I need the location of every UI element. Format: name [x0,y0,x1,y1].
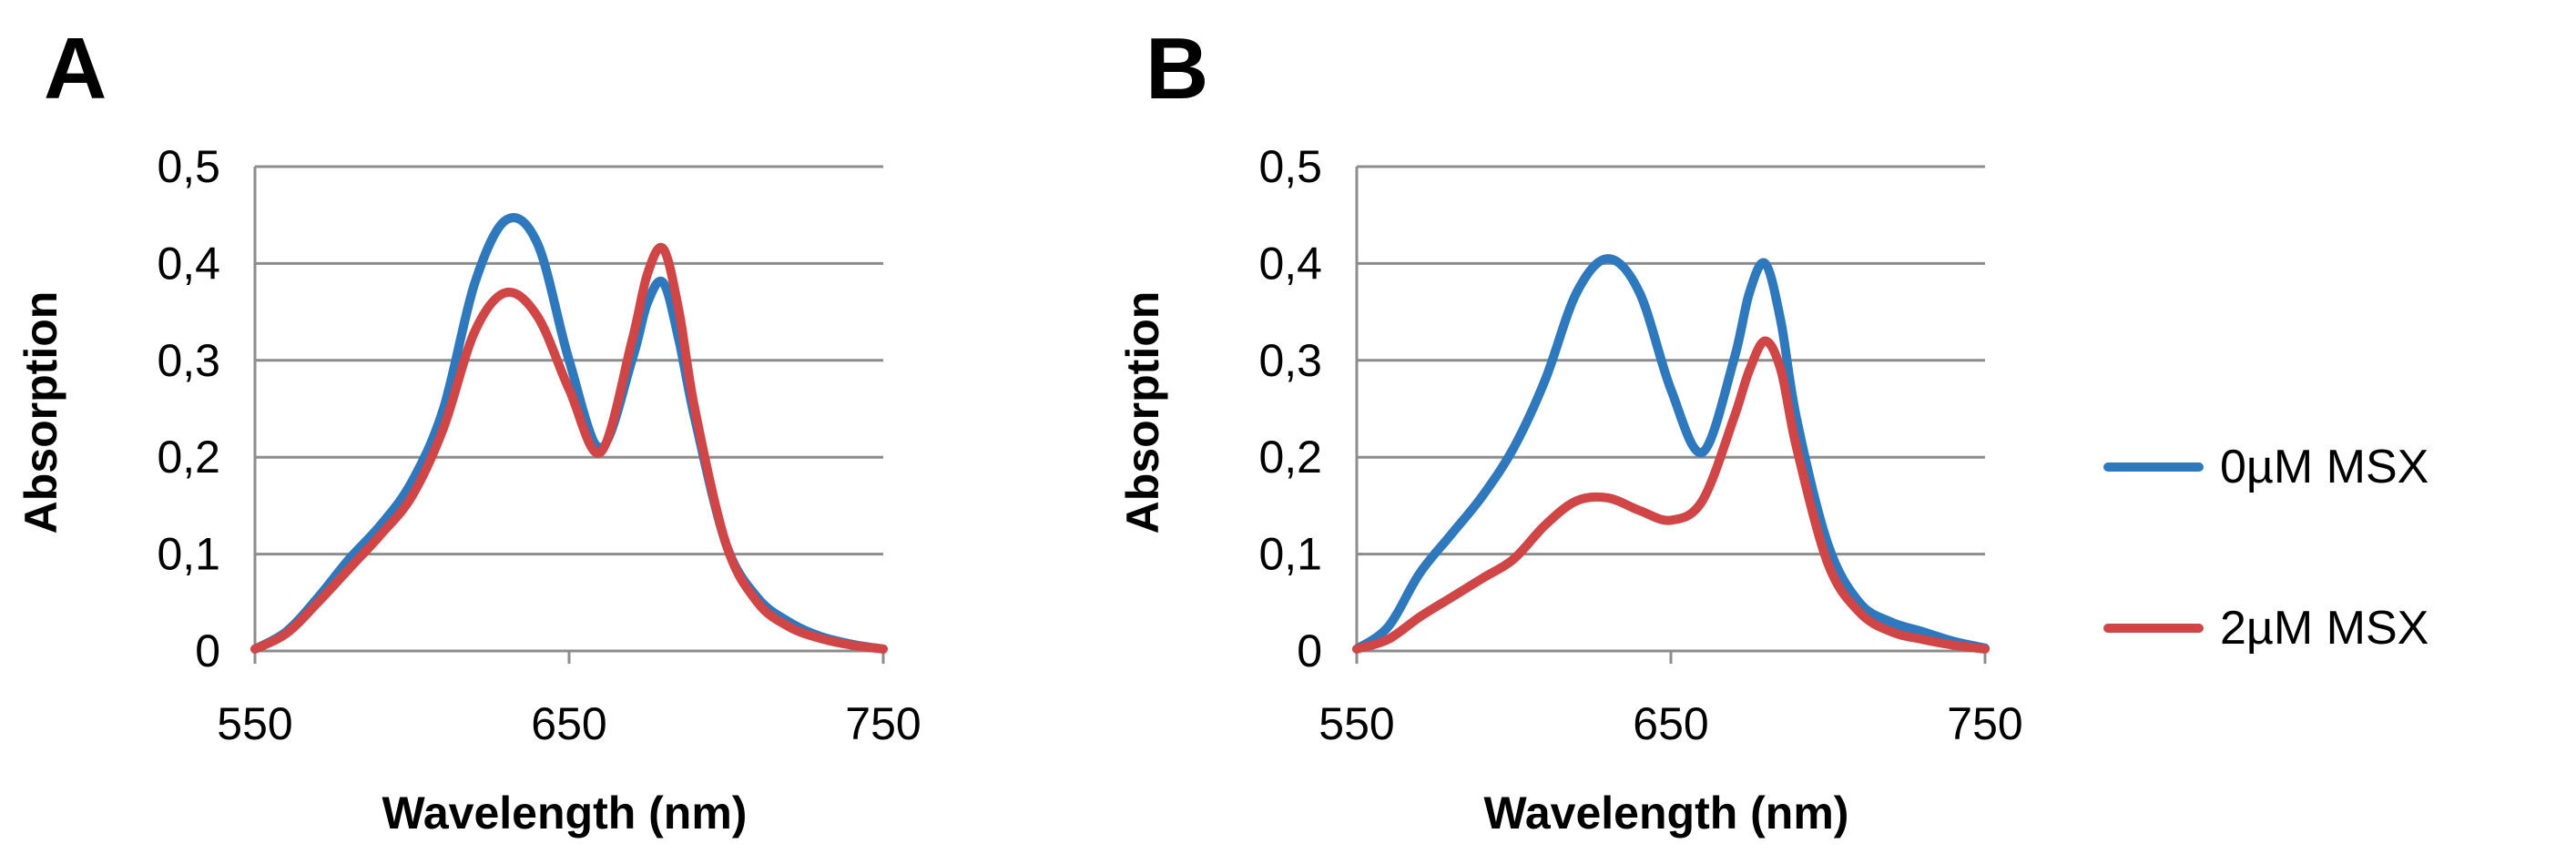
x-tick-label: 750 [845,698,921,749]
panel-b: B 00,10,20,30,40,5 550 650 750 Absorption … [1117,20,2023,839]
legend-label-2um: 2µM MSX [2220,602,2428,655]
axes [253,167,885,664]
series-line-2um-msx [250,242,888,654]
legend: 0µM MSX 2µM MSX [2103,441,2428,655]
x-tick-label: 650 [1633,698,1708,749]
x-tick-label: 550 [1319,698,1394,749]
y-tick-label: 0,5 [157,141,220,192]
series-line-0um-msx [1352,254,1990,654]
gridlines [1357,165,1985,556]
series-lines [250,213,888,654]
series-line-2um-msx [1352,336,1990,654]
y-tick-label: 0,1 [1258,529,1322,580]
x-axis-title: Wavelength (nm) [382,788,748,839]
x-tick-labels: 550 650 750 [1319,698,2022,749]
x-tick-labels: 550 650 750 [217,698,921,749]
x-tick-label: 750 [1947,698,2022,749]
axes [1355,167,1987,664]
y-tick-label: 0,3 [1258,335,1322,386]
y-tick-label: 0 [195,625,220,676]
y-tick-label: 0,2 [1258,432,1322,483]
legend-label-0um: 0µM MSX [2220,441,2428,493]
y-tick-label: 0,4 [1258,238,1322,289]
series-line-0um-msx [250,213,888,654]
panel-letter-a: A [44,20,107,117]
x-tick-label: 650 [531,698,606,749]
y-tick-labels: 0 0,1 0,2 0,3 0,4 0,5 [1258,141,1322,676]
y-tick-label: 0,4 [157,238,220,289]
y-tick-label: 0,1 [157,529,220,580]
panel-a: A 00,10,20,30,40,5 550 650 750 Absorption … [15,20,921,839]
y-axis-title: Absorption [15,291,66,534]
y-tick-label: 0,5 [1258,141,1322,192]
y-tick-label: 0,2 [157,432,220,483]
y-axis-title: Absorption [1117,291,1168,534]
panel-letter-b: B [1145,20,1208,117]
y-tick-labels: 0 0,1 0,2 0,3 0,4 0,5 [157,141,220,676]
x-axis-title: Wavelength (nm) [1484,788,1849,839]
series-lines [1352,254,1990,654]
y-tick-label: 0,3 [157,335,220,386]
x-tick-label: 550 [217,698,292,749]
y-tick-label: 0 [1297,625,1322,676]
